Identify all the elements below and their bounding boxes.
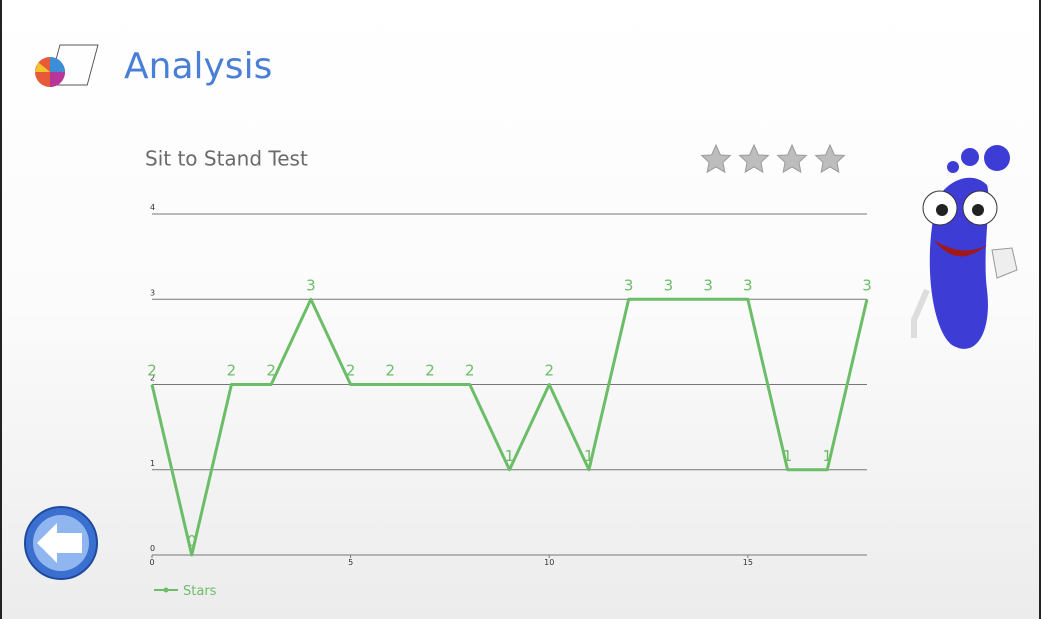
value-label: 2 (346, 362, 356, 380)
value-label: 3 (664, 276, 674, 294)
value-label: 2 (227, 362, 237, 380)
value-label: 2 (425, 362, 435, 380)
back-button[interactable] (24, 506, 98, 580)
value-label: 2 (386, 362, 396, 380)
legend-dot (163, 587, 169, 593)
page-title: Analysis (124, 46, 272, 87)
value-label: 2 (147, 362, 157, 380)
y-tick-label: 3 (150, 288, 155, 297)
x-tick-label: 0 (149, 558, 154, 567)
value-label: 2 (465, 362, 475, 380)
rating-stars (700, 143, 846, 174)
value-label: 1 (505, 447, 515, 465)
foot-mascot (911, 145, 1018, 349)
legend-label: Stars (183, 584, 217, 599)
value-label: 1 (783, 447, 793, 465)
value-label: 0 (187, 532, 197, 550)
value-label: 2 (544, 362, 554, 380)
value-label: 3 (862, 276, 872, 294)
value-label: 1 (584, 447, 594, 465)
y-tick-label: 4 (150, 203, 155, 212)
y-tick-label: 2 (150, 374, 155, 383)
value-label: 3 (624, 276, 634, 294)
value-label: 3 (703, 276, 713, 294)
data-line (150, 297, 869, 557)
value-label: 3 (743, 276, 753, 294)
value-label: 3 (306, 276, 316, 294)
analysis-icon (35, 44, 99, 87)
x-tick-label: 15 (743, 558, 753, 567)
value-label: 1 (823, 447, 833, 465)
x-tick-label: 5 (348, 558, 353, 567)
x-tick-label: 10 (544, 558, 554, 567)
value-label: 2 (266, 362, 276, 380)
chart-title: Sit to Stand Test (145, 147, 308, 171)
y-tick-label: 1 (150, 459, 155, 468)
y-tick-label: 0 (150, 544, 155, 553)
